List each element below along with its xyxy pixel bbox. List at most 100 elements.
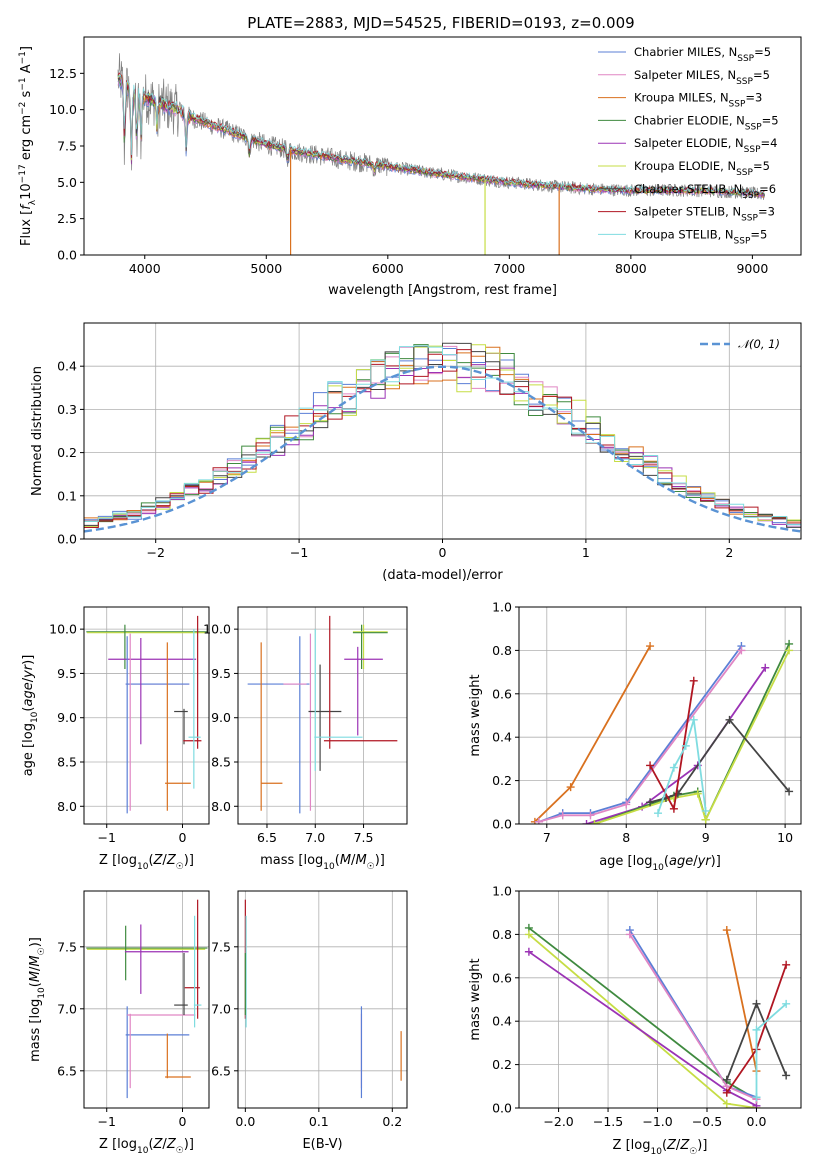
y-tick-label: 0.1 <box>57 488 77 503</box>
series-line <box>725 929 758 1072</box>
series-line <box>538 649 743 823</box>
x-tick-label: 7.5 <box>354 830 374 845</box>
legend-entry: 𝒩(0, 1) <box>738 337 780 351</box>
age-vs-metallicity-panel: −1 0 8.0 8.5 9.0 9.5 10.0 Z [log10(Z/Z☉)] age [l… <box>21 606 210 872</box>
axes-frame <box>83 606 210 825</box>
y-tick-label: 7.5 <box>57 939 77 954</box>
y-tick-label: 9.0 <box>57 710 77 725</box>
y-tick-label: 12.5 <box>49 66 77 81</box>
plot-area <box>86 615 208 814</box>
y-tick-label: 10.0 <box>49 622 77 637</box>
x-axis-label: Z [log10(Z/Z☉)] <box>99 853 194 872</box>
x-tick-label: 8 <box>622 830 630 845</box>
y-tick-label: 0.8 <box>492 927 512 942</box>
data-point-marker <box>590 820 599 824</box>
y-tick-label: 0.3 <box>57 402 77 417</box>
age-vs-mass-panel: 6.5 7.0 7.5 8.0 8.5 9.0 9.5 10.0 mass [log10(M/M… <box>203 606 408 872</box>
y-tick-label: 0.0 <box>492 1101 512 1116</box>
y-tick-label: 0.4 <box>492 730 512 745</box>
y-axis-label: Flux [fλ10−17 erg cm−2 s−1 A−1] <box>18 46 38 246</box>
data-point-marker <box>673 789 682 798</box>
y-tick-label: 0.8 <box>492 643 512 658</box>
x-tick-label: 0.1 <box>309 1114 329 1129</box>
data-point-marker <box>752 1025 761 1034</box>
x-axis-label: mass [log10(M/M☉)] <box>260 853 385 872</box>
data-point-marker <box>722 1088 731 1097</box>
x-tick-label: 5000 <box>250 261 282 276</box>
legend: 𝒩(0, 1) <box>700 337 780 351</box>
data-point-marker <box>722 1099 731 1108</box>
data-point-marker <box>524 930 533 939</box>
x-axis-label: (data-model)/error <box>382 568 503 583</box>
plot-area <box>86 899 208 1099</box>
axes-frame <box>518 606 802 825</box>
data-point-marker <box>782 960 791 969</box>
x-tick-label: 0 <box>179 830 187 845</box>
series-line <box>528 951 757 1107</box>
y-tick-label: 7.0 <box>57 1001 77 1016</box>
data-point-marker <box>566 783 575 792</box>
y-tick-label: 8.5 <box>211 755 231 770</box>
x-tick-label: −1.0 <box>642 1114 672 1129</box>
weight-vs-age-panel: 7 8 9 10 0.0 0.2 0.4 0.6 0.8 1.0 age [log10(age/yr… <box>468 600 802 873</box>
legend-entry: Chabrier ELODIE, NSSP=5 <box>634 113 779 132</box>
y-tick-label: 8.0 <box>57 799 77 814</box>
data-point-marker <box>782 1071 791 1080</box>
histogram-step-line <box>84 349 801 529</box>
series-line <box>629 929 757 1099</box>
y-tick-label: 7.5 <box>57 139 77 154</box>
y-axis-label: mass [log10(M/M☉)] <box>28 937 47 1062</box>
x-axis-label: Z [log10(Z/Z☉)] <box>613 1138 708 1157</box>
y-tick-label: 0.2 <box>492 1057 512 1072</box>
plot-area <box>530 639 794 824</box>
y-tick-label: 9.0 <box>211 710 231 725</box>
x-tick-label: 0.2 <box>382 1114 402 1129</box>
y-axis-label: Normed distribution <box>30 366 45 496</box>
x-tick-label: 7.0 <box>305 830 325 845</box>
data-point-marker <box>669 804 678 813</box>
axes-frame <box>83 890 210 1109</box>
series-line <box>755 1003 787 1098</box>
x-tick-label: −1 <box>290 545 308 560</box>
y-tick-label: 2.5 <box>57 211 77 226</box>
legend-entry: Chabrier MILES, NSSP=5 <box>634 45 771 64</box>
data-point-marker <box>693 789 702 798</box>
legend-entry: Kroupa STELIB, NSSP=5 <box>634 227 767 246</box>
y-tick-label: 6.5 <box>211 1063 231 1078</box>
mass-vs-extinction-panel: 0.0 0.1 0.2 6.5 7.0 7.5 E(B-V) <box>211 890 408 1152</box>
data-point-marker <box>761 663 770 672</box>
data-point-marker <box>681 741 690 750</box>
y-tick-label: 0.6 <box>492 686 512 701</box>
data-point-marker <box>737 646 746 655</box>
y-tick-label: 0.6 <box>492 970 512 985</box>
data-point-marker <box>582 820 591 824</box>
x-tick-label: 7000 <box>493 261 525 276</box>
mass-vs-metallicity-panel: −1 0 6.5 7.0 7.5 Z [log10(Z/Z☉)] mass [log10(M… <box>28 890 210 1156</box>
data-point-marker <box>701 815 710 824</box>
y-tick-label: 7.0 <box>211 1001 231 1016</box>
histogram-step-line <box>84 345 801 525</box>
data-point-marker <box>689 715 698 724</box>
y-axis-label: age [log10(age/yr)] <box>21 655 40 777</box>
y-tick-label: 9.5 <box>57 666 77 681</box>
x-tick-label: 4000 <box>129 261 161 276</box>
series-line <box>538 645 743 823</box>
data-point-marker <box>646 642 655 651</box>
x-tick-label: 7 <box>543 830 551 845</box>
model-spectrum-line <box>117 73 765 195</box>
x-axis-label: age [log10(age/yr)] <box>599 854 721 873</box>
x-tick-label: 9000 <box>736 261 768 276</box>
y-tick-label: 8.0 <box>211 799 231 814</box>
x-tick-label: 0 <box>179 1114 187 1129</box>
y-tick-label: 8.5 <box>57 755 77 770</box>
legend-entry: Salpeter MILES, NSSP=5 <box>634 68 770 87</box>
y-tick-label: 9.5 <box>211 666 231 681</box>
data-point-marker <box>586 811 595 820</box>
axes-frame <box>237 606 408 825</box>
x-tick-label: 2 <box>725 545 733 560</box>
y-tick-label: 0.4 <box>57 359 77 374</box>
x-tick-label: 0.0 <box>747 1114 767 1129</box>
y-tick-label: 1.0 <box>492 884 512 899</box>
plot-area <box>244 899 402 1099</box>
